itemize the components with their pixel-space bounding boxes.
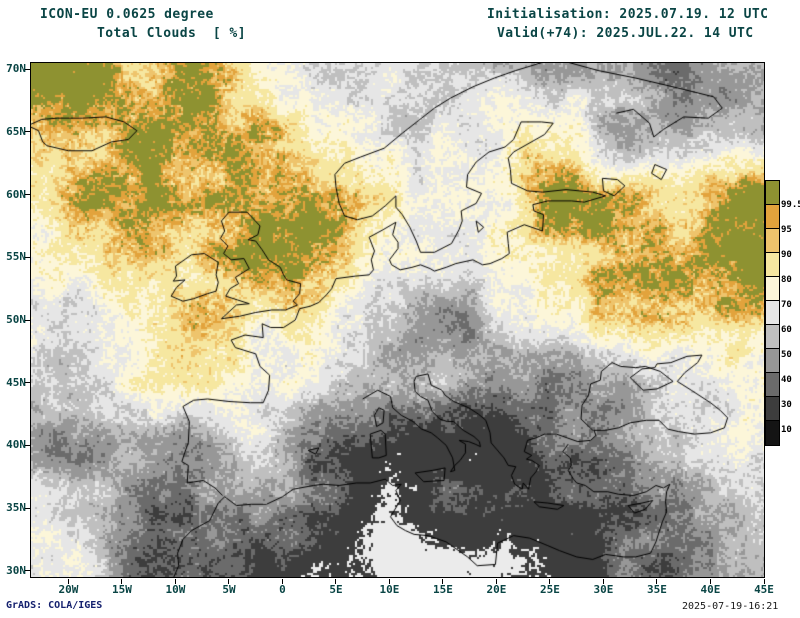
lat-tick-label: 50N bbox=[6, 313, 26, 326]
field-title: Total Clouds [ %] bbox=[97, 26, 246, 41]
lon-tick-label: 10W bbox=[165, 583, 186, 596]
colorbar-segment bbox=[766, 349, 779, 373]
colorbar-segment bbox=[766, 301, 779, 325]
lat-tick-label: 65N bbox=[6, 124, 26, 138]
lon-tick-label: 5E bbox=[329, 583, 343, 596]
lat-tick-mark bbox=[25, 382, 30, 384]
lon-tick-mark bbox=[763, 579, 765, 584]
colorbar-segment bbox=[766, 253, 779, 277]
map-plot-frame bbox=[30, 62, 765, 578]
creation-timestamp: 2025-07-19-16:21 bbox=[682, 601, 779, 612]
lon-tick-mark bbox=[174, 579, 176, 584]
colorbar-tick-label: 30 bbox=[781, 400, 792, 410]
cloud-cover-field-canvas bbox=[31, 63, 764, 577]
lon-tick-label: 0 bbox=[279, 583, 286, 596]
colorbar-tick-label: 40 bbox=[781, 375, 792, 385]
colorbar-tick-label: 50 bbox=[781, 350, 792, 360]
lon-tick-label: 20E bbox=[486, 583, 507, 596]
lat-tick-label: 55N bbox=[6, 250, 26, 264]
lon-tick-label: 45E bbox=[754, 583, 774, 596]
lon-tick-mark bbox=[67, 579, 69, 584]
colorbar-segment bbox=[766, 277, 779, 301]
lon-tick-label: 10E bbox=[379, 583, 400, 596]
colorbar-tick-label: 60 bbox=[781, 325, 792, 335]
lat-tick-label: 30N bbox=[6, 563, 26, 577]
colorbar-segment bbox=[766, 181, 779, 205]
lon-tick-label: 30E bbox=[593, 583, 614, 596]
lon-tick-label: 15W bbox=[112, 583, 132, 596]
lat-tick-mark bbox=[25, 131, 30, 133]
colorbar-segment bbox=[766, 421, 779, 445]
lon-tick-mark bbox=[335, 579, 337, 584]
lat-tick-label: 45N bbox=[6, 375, 26, 389]
colorbar-tick-label: 95 bbox=[781, 225, 792, 235]
lat-tick-mark bbox=[25, 194, 30, 196]
lat-tick-mark bbox=[25, 256, 30, 258]
lon-tick-label: 5W bbox=[222, 583, 236, 596]
lon-tick-label: 20W bbox=[58, 583, 79, 596]
lon-tick-mark bbox=[281, 579, 283, 584]
lat-tick-label: 40N bbox=[6, 438, 26, 452]
colorbar-tick-label: 99.5 bbox=[781, 200, 800, 210]
colorbar-tick-label: 90 bbox=[781, 250, 792, 260]
lon-tick-mark bbox=[602, 579, 604, 584]
colorbar-segment bbox=[766, 229, 779, 253]
colorbar-tick-label: 10 bbox=[781, 425, 792, 435]
lat-tick-mark bbox=[25, 68, 30, 70]
colorbar-segment bbox=[766, 325, 779, 349]
colorbar-segment bbox=[766, 373, 779, 397]
colorbar bbox=[765, 180, 780, 446]
colorbar-segment bbox=[766, 205, 779, 229]
lon-tick-mark bbox=[228, 579, 230, 584]
lon-tick-mark bbox=[549, 579, 551, 584]
lon-tick-label: 35E bbox=[647, 583, 667, 596]
lat-tick-label: 70N bbox=[6, 62, 26, 76]
lat-tick-label: 35N bbox=[6, 501, 26, 515]
lon-tick-mark bbox=[388, 579, 390, 584]
colorbar-tick-label: 70 bbox=[781, 300, 792, 310]
lat-tick-mark bbox=[25, 444, 30, 446]
valid-time-label: Valid(+74): 2025.JUL.22. 14 UTC bbox=[497, 26, 754, 41]
init-time-label: Initialisation: 2025.07.19. 12 UTC bbox=[487, 7, 769, 22]
lon-tick-mark bbox=[709, 579, 711, 584]
lon-tick-mark bbox=[121, 579, 123, 584]
lat-tick-mark bbox=[25, 507, 30, 509]
model-title: ICON-EU 0.0625 degree bbox=[40, 7, 214, 22]
lon-tick-label: 15E bbox=[433, 583, 453, 596]
lon-tick-mark bbox=[656, 579, 658, 584]
lon-tick-mark bbox=[495, 579, 497, 584]
lat-tick-label: 60N bbox=[6, 187, 26, 201]
lon-tick-label: 40E bbox=[700, 583, 721, 596]
colorbar-tick-label: 80 bbox=[781, 275, 792, 285]
colorbar-segment bbox=[766, 397, 779, 421]
lon-tick-label: 25E bbox=[540, 583, 560, 596]
lon-tick-mark bbox=[442, 579, 444, 584]
lat-tick-mark bbox=[25, 570, 30, 572]
grads-credit: GrADS: COLA/IGES bbox=[6, 600, 103, 611]
lat-tick-mark bbox=[25, 319, 30, 321]
